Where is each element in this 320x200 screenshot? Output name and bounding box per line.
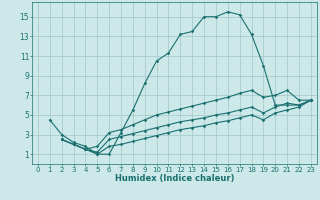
X-axis label: Humidex (Indice chaleur): Humidex (Indice chaleur) (115, 174, 234, 183)
